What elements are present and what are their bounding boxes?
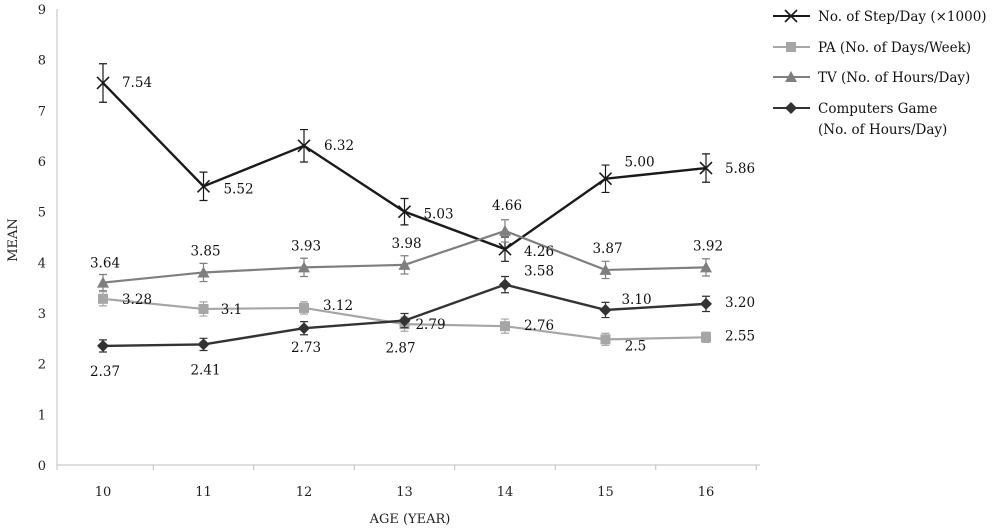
- data-point: [599, 303, 612, 316]
- data-label: 3.98: [391, 236, 421, 252]
- data-label: 2.37: [90, 364, 120, 380]
- data-label: 3.93: [291, 238, 321, 254]
- data-point: [499, 224, 511, 236]
- data-label: 2.73: [291, 340, 321, 356]
- data-point: [599, 263, 612, 275]
- data-point: [97, 276, 109, 288]
- y-tick-label: 0: [38, 459, 46, 474]
- series-3: [97, 275, 712, 353]
- x-tick-label: 12: [296, 485, 313, 500]
- y-axis-title: MEAN: [6, 218, 21, 262]
- data-point: [198, 303, 209, 314]
- data-label: 3.87: [592, 241, 622, 257]
- data-point: [197, 338, 210, 351]
- data-label: 5.03: [423, 207, 453, 223]
- data-point: [600, 334, 611, 345]
- x-tick-label: 15: [597, 485, 614, 500]
- legend-label: (No. of Hours/Day): [818, 122, 947, 138]
- y-tick-label: 3: [38, 307, 46, 322]
- data-label: 3.10: [621, 292, 651, 308]
- legend-item: No. of Step/Day (×1000): [773, 9, 987, 25]
- y-tick-label: 6: [38, 155, 46, 170]
- x-tick-label: 10: [95, 485, 112, 500]
- legend-marker: [785, 71, 797, 82]
- legend-marker: [784, 9, 798, 23]
- data-point: [500, 321, 510, 332]
- y-axis-ticks: 0 1 2 3 4 5 6 7 8 9: [38, 3, 46, 474]
- data-label: 5.86: [725, 161, 755, 177]
- legend-label: Computers Game: [818, 101, 937, 117]
- data-label: 4.66: [492, 198, 522, 214]
- data-label: 2.76: [524, 318, 554, 334]
- data-point: [699, 161, 713, 175]
- data-point: [96, 76, 110, 90]
- legend-item: PA (No. of Days/Week): [773, 40, 971, 56]
- data-point: [197, 266, 210, 278]
- legend: No. of Step/Day (×1000) PA (No. of Days/W…: [773, 9, 987, 138]
- legend-label: No. of Step/Day (×1000): [818, 9, 987, 25]
- data-label: 2.79: [415, 317, 445, 333]
- x-axis-title: AGE (YEAR): [369, 512, 451, 527]
- x-tick-label: 14: [497, 485, 514, 500]
- data-point: [499, 278, 511, 291]
- data-label: 2.5: [625, 338, 646, 354]
- series-2: [97, 219, 712, 292]
- data-point: [701, 332, 711, 343]
- data-point: [299, 302, 309, 313]
- data-point: [97, 339, 109, 352]
- legend-marker: [786, 42, 796, 52]
- data-point: [498, 242, 512, 256]
- y-tick-label: 9: [38, 3, 46, 18]
- data-label: 2.55: [725, 328, 755, 344]
- data-label: 4.26: [524, 244, 554, 260]
- data-label: 5.00: [624, 155, 654, 171]
- data-label: 3.12: [323, 298, 353, 314]
- data-label: 5.52: [223, 181, 253, 197]
- y-tick-label: 5: [38, 206, 46, 221]
- data-point: [700, 297, 712, 310]
- legend-item: TV (No. of Hours/Day): [773, 70, 970, 86]
- y-tick-label: 1: [38, 408, 46, 423]
- data-point: [397, 205, 412, 219]
- legend-item: Computers Game (No. of Hours/Day): [773, 101, 947, 138]
- data-point: [398, 314, 411, 327]
- data-label: 3.28: [122, 292, 152, 308]
- y-tick-label: 8: [38, 54, 46, 69]
- x-tick-label: 16: [698, 485, 715, 500]
- data-point: [398, 258, 411, 270]
- data-label: 7.54: [122, 75, 152, 91]
- data-point: [196, 179, 211, 193]
- data-label: 3.58: [524, 264, 554, 280]
- data-point: [297, 139, 311, 153]
- data-label: 3.20: [725, 295, 755, 311]
- y-tick-label: 7: [38, 104, 46, 119]
- data-point: [700, 261, 712, 273]
- data-point: [98, 293, 108, 304]
- data-label: 3.92: [693, 238, 723, 254]
- x-tick-label: 11: [195, 485, 212, 500]
- data-point: [598, 172, 613, 186]
- data-label: 3.1: [221, 302, 242, 318]
- data-label: 3.64: [90, 256, 120, 272]
- data-label: 2.87: [385, 341, 415, 357]
- x-axis-ticks: 10 11 12 13 14 15 16: [56, 465, 757, 500]
- y-tick-label: 4: [38, 256, 46, 271]
- series-layer: [96, 63, 713, 353]
- x-tick-label: 13: [396, 485, 413, 500]
- series-0: [96, 63, 713, 262]
- y-tick-label: 2: [38, 358, 46, 373]
- data-point: [298, 322, 310, 335]
- data-label: 3.85: [190, 243, 220, 259]
- legend-marker: [785, 102, 797, 114]
- data-label: 6.32: [324, 138, 354, 154]
- data-point: [298, 261, 310, 273]
- data-label: 2.41: [190, 362, 220, 378]
- data-labels: 7.54 5.52 6.32 5.03 4.26 5.00 5.86 3.28 3.1 3.12 2…: [90, 75, 755, 380]
- legend-label: TV (No. of Hours/Day): [818, 70, 970, 86]
- legend-label: PA (No. of Days/Week): [818, 40, 971, 56]
